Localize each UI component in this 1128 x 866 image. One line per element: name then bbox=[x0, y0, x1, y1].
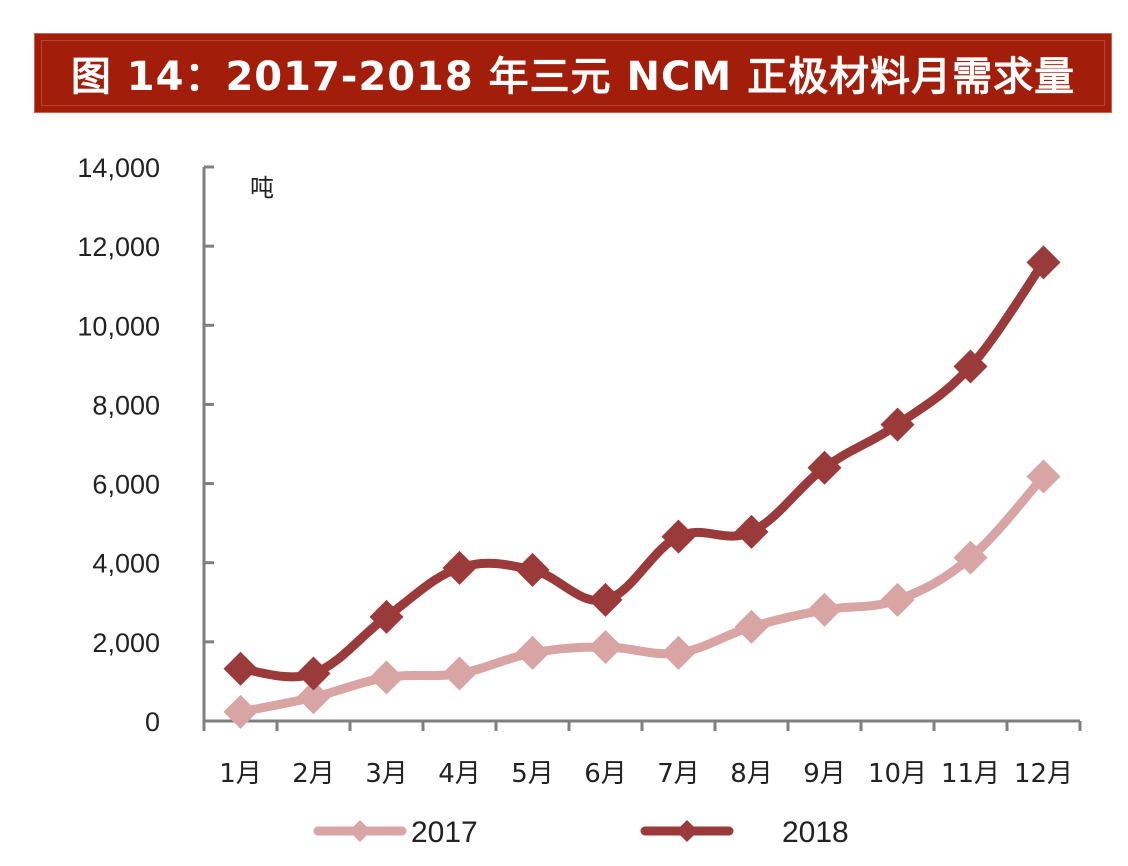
diamond-marker-icon bbox=[442, 656, 477, 691]
y-tick-label: 8,000 bbox=[92, 390, 160, 420]
y-tick-label: 12,000 bbox=[77, 232, 160, 262]
y-tick-label: 2,000 bbox=[92, 628, 160, 658]
legend-item-2018: 2018 bbox=[640, 816, 849, 849]
diamond-marker-icon bbox=[223, 651, 258, 686]
diamond-marker-icon bbox=[1026, 245, 1061, 280]
diamond-marker-icon bbox=[734, 514, 769, 549]
legend-label: 2018 bbox=[782, 816, 849, 849]
y-axis: 0 2,000 4,000 6,000 8,000 10,000 12,000 14,000 bbox=[77, 153, 214, 737]
x-tick-label: 2月 bbox=[292, 759, 335, 789]
diamond-marker-icon bbox=[369, 660, 404, 695]
diamond-marker-icon bbox=[880, 407, 915, 442]
unit-label: 吨 bbox=[250, 174, 274, 202]
x-tick-label: 6月 bbox=[584, 759, 627, 789]
legend-item-2017: 2017 bbox=[313, 816, 478, 849]
x-tick-label: 12月 bbox=[1014, 759, 1073, 789]
y-tick-label: 0 bbox=[145, 707, 160, 737]
x-tick-label: 4月 bbox=[438, 759, 481, 789]
diamond-marker-icon bbox=[515, 635, 550, 670]
x-tick-label: 10月 bbox=[868, 759, 927, 789]
diamond-marker-icon bbox=[661, 635, 696, 670]
legend-label: 2017 bbox=[411, 816, 478, 849]
diamond-marker-icon bbox=[296, 656, 331, 691]
x-tick-label: 3月 bbox=[365, 759, 408, 789]
legend-diamond-icon bbox=[676, 820, 698, 842]
diamond-marker-icon bbox=[588, 582, 623, 617]
y-tick-label: 4,000 bbox=[92, 549, 160, 579]
banner-inner-border bbox=[41, 40, 1105, 106]
diamond-marker-icon bbox=[734, 609, 769, 644]
series-line bbox=[236, 257, 1048, 682]
x-tick-label: 7月 bbox=[657, 759, 700, 789]
diamond-marker-icon bbox=[223, 694, 258, 729]
legend-diamond-icon bbox=[349, 820, 371, 842]
diamond-marker-icon bbox=[515, 552, 550, 587]
y-tick-label: 14,000 bbox=[77, 153, 160, 183]
legend: 2017 2018 bbox=[313, 816, 849, 849]
diamond-marker-icon bbox=[442, 550, 477, 585]
series-2018 bbox=[223, 245, 1061, 691]
diamond-marker-icon bbox=[880, 582, 915, 617]
x-tick-label: 8月 bbox=[730, 759, 773, 789]
figure-title: 图 14：2017-2018 年三元 NCM 正极材料月需求量 bbox=[70, 54, 1076, 100]
diamond-marker-icon bbox=[807, 450, 842, 485]
diamond-marker-icon bbox=[953, 349, 988, 384]
x-axis: 1月 2月 3月 4月 5月 6月 7月 8月 9月 10月 11月 12月 bbox=[202, 719, 1082, 789]
diamond-marker-icon bbox=[953, 540, 988, 575]
figure-title-banner: 图 14：2017-2018 年三元 NCM 正极材料月需求量 bbox=[34, 33, 1112, 113]
x-tick-label: 1月 bbox=[219, 759, 262, 789]
x-tick-label: 9月 bbox=[803, 759, 846, 789]
diamond-marker-icon bbox=[588, 630, 623, 665]
series-group bbox=[223, 245, 1061, 729]
series-2017 bbox=[223, 459, 1061, 729]
diamond-marker-icon bbox=[296, 680, 331, 715]
x-tick-label: 5月 bbox=[511, 759, 554, 789]
x-tick-label: 11月 bbox=[941, 759, 1000, 789]
y-tick-label: 6,000 bbox=[92, 470, 160, 500]
diamond-marker-icon bbox=[807, 592, 842, 627]
y-tick-label: 10,000 bbox=[77, 311, 160, 341]
diamond-marker-icon bbox=[369, 599, 404, 634]
series-line bbox=[236, 471, 1048, 717]
diamond-marker-icon bbox=[661, 519, 696, 554]
diamond-marker-icon bbox=[1026, 459, 1061, 494]
